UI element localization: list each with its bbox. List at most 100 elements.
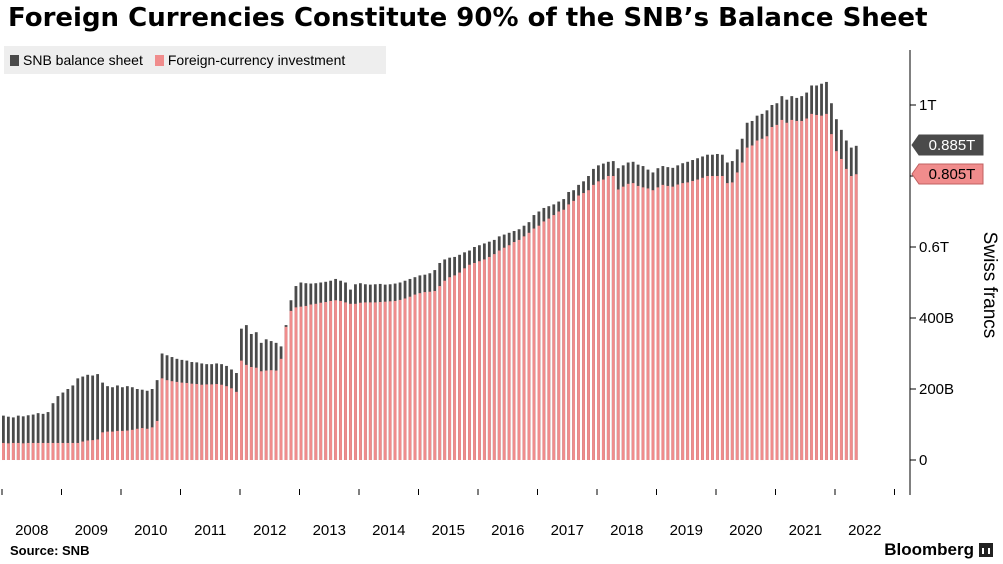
fx-investment-bar [770,127,774,460]
fx-investment-bar [810,113,814,461]
fx-investment-bar [16,442,20,460]
balance-sheet-bar [6,416,10,460]
fx-investment-bar [81,441,85,460]
fx-investment-bar [532,228,536,460]
bloomberg-logo: Bloomberg [884,540,993,560]
fx-investment-bar [46,442,50,460]
fx-investment-bar [289,310,293,460]
fx-investment-bar [671,186,675,460]
fx-investment-bar [755,140,759,460]
fx-investment-bar [676,184,680,460]
fx-investment-bar [720,176,724,460]
fx-investment-bar [557,211,561,460]
fx-investment-bar [497,250,501,460]
fx-investment-bar [686,182,690,460]
fx-investment-bar [36,442,40,460]
balance-sheet-bar [145,390,149,460]
source-note: Source: SNB [10,543,90,558]
fx-investment-bar [512,242,516,460]
value-callout-box [911,163,984,185]
fx-investment-bar [839,158,843,460]
fx-investment-bar [418,293,422,460]
x-tick-label: 2009 [75,522,108,539]
y-tick-label: 0 [919,452,927,469]
fx-investment-bar [31,442,35,460]
fx-investment-bar [264,370,268,460]
fx-investment-bar [235,391,238,460]
fx-investment-bar [244,364,248,460]
fx-investment-bar [76,442,80,460]
fx-investment-bar [616,189,620,461]
y-tick-label: 0.6T [919,239,949,256]
fx-investment-bar [597,181,600,460]
fx-investment-bar [740,162,744,460]
fx-investment-bar [339,300,342,460]
fx-investment-bar [368,302,372,460]
fx-investment-bar [473,262,476,460]
fx-investment-bar [413,294,417,460]
fx-investment-bar [745,147,749,460]
fx-investment-bar [825,113,828,461]
fx-investment-bar [393,300,397,460]
fx-investment-bar [160,378,164,460]
fx-investment-bar [468,264,471,460]
fx-investment-bar [269,370,273,460]
balance-sheet-bar [91,375,95,460]
fx-investment-bar [592,184,595,461]
balance-sheet-bar [71,385,75,460]
fx-investment-bar [849,176,853,460]
balance-sheet-bar [140,389,144,460]
fx-investment-bar [750,145,754,460]
fx-investment-bar [388,301,392,460]
balance-sheet-bar [21,416,25,460]
fx-investment-bar [537,225,541,460]
fx-investment-bar [458,272,461,460]
balance-sheet-bar [51,403,55,460]
bars-group [2,81,858,461]
legend: SNB balance sheet Foreign-currency inves… [4,46,386,74]
fx-investment-bar [716,176,719,460]
labels-group: 0 200B 400B 0.6T 1T 2008 2009 2010 2011 2012 2013 2… [15,97,1000,539]
fx-investment-bar [587,190,590,460]
y-tick-label: 1T [919,97,937,114]
fx-investment-bar [150,427,154,460]
fx-investment-bar [51,442,55,460]
legend-label-balance-sheet: SNB balance sheet [23,52,143,68]
x-tick-label: 2016 [491,522,524,539]
fx-investment-bar [646,188,650,460]
brand-name: Bloomberg [884,540,974,559]
fx-investment-bar [205,384,209,460]
fx-investment-bar [522,236,526,460]
balance-sheet-bar [150,389,154,460]
fx-investment-bar [631,183,635,460]
fx-investment-bar [130,429,134,460]
fx-investment-bar [324,302,328,460]
legend-swatch-fx-investment [154,54,164,66]
x-tick-label: 2013 [313,522,346,539]
fx-investment-bar [547,218,551,460]
x-tick-label: 2011 [194,522,226,539]
fx-investment-bar [408,296,412,460]
fx-investment-bar [844,168,848,460]
fx-investment-bar [854,174,858,461]
fx-investment-bar [249,366,253,460]
fx-investment-bar [775,124,779,460]
fx-investment-bar [373,302,377,460]
chart-title: Foreign Currencies Constitute 90% of the… [8,3,928,33]
fx-investment-bar [106,431,109,460]
fx-investment-bar [785,122,789,460]
value-callout-box [911,134,984,156]
fx-investment-bar [145,428,149,460]
balance-sheet-bar [2,415,5,461]
fx-investment-bar [26,442,30,460]
fx-investment-bar [116,430,119,460]
fx-investment-bar [210,384,214,460]
balance-sheet-bar [11,417,15,460]
fx-investment-bar [155,420,159,460]
fx-investment-bar [66,442,70,460]
fx-investment-bar [125,430,129,460]
legend-item-balance-sheet: SNB balance sheet [10,52,143,68]
fx-investment-bar [701,177,704,460]
fx-investment-bar [735,172,739,460]
